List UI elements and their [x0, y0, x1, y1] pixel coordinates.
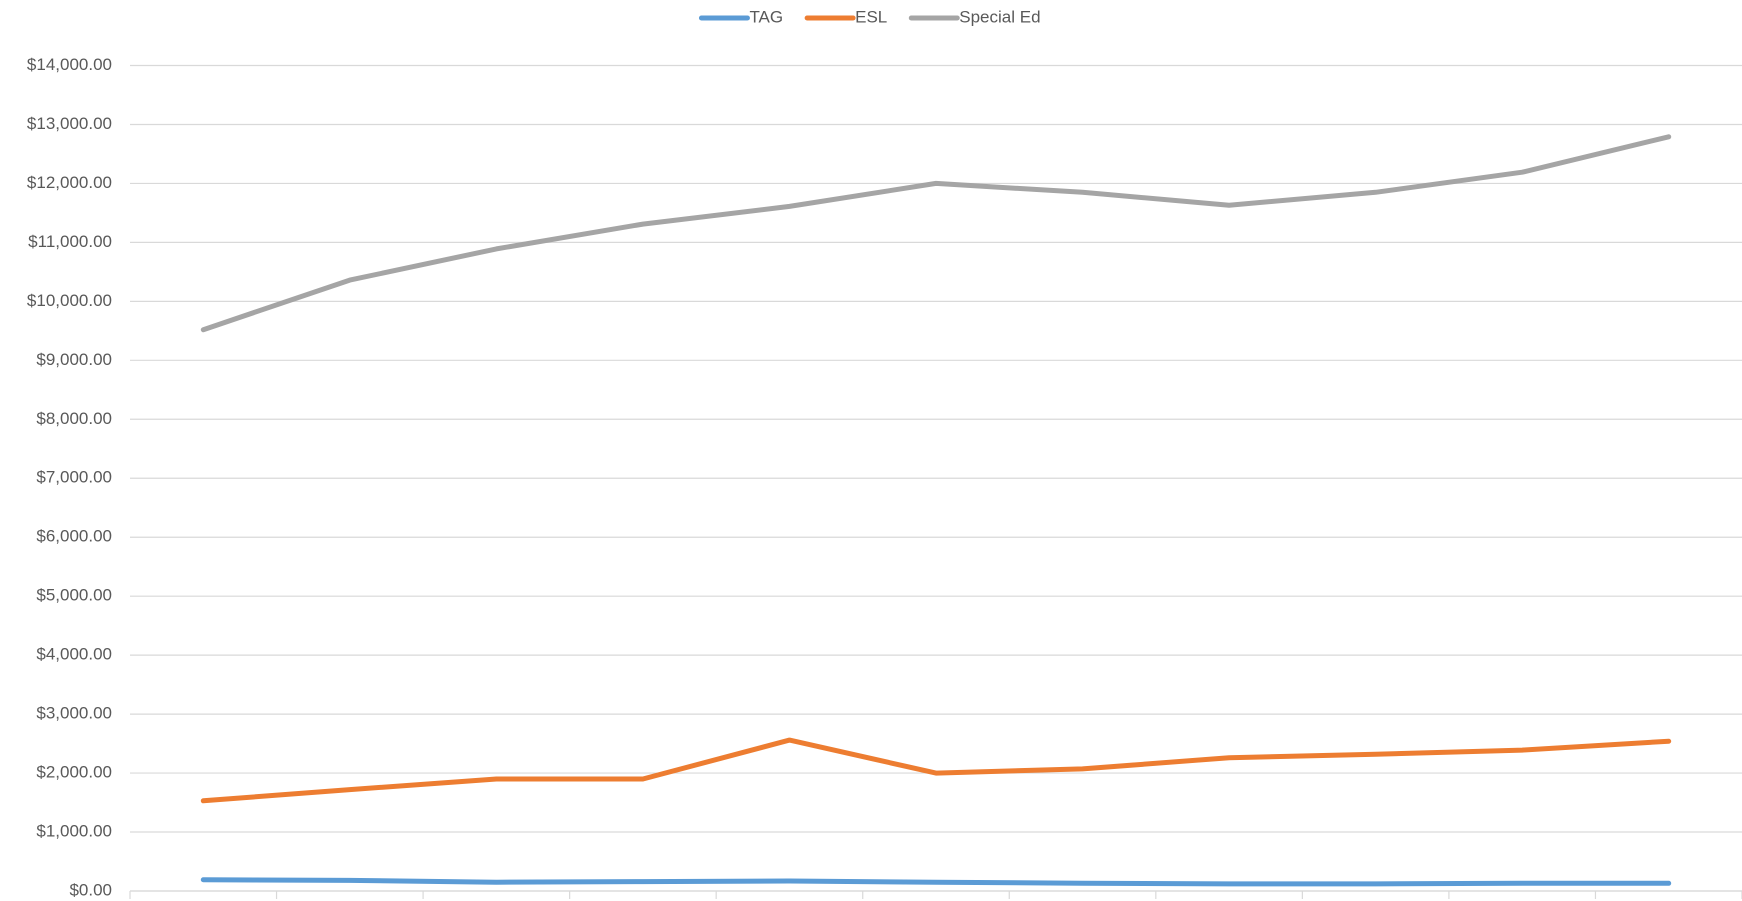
y-tick-label: $9,000.00 — [36, 350, 112, 369]
legend-label: ESL — [855, 7, 887, 26]
grid: $0.00 $1,000.00 $2,000.00 $3,000.00 $4,000.0… — [27, 55, 1742, 899]
plot-lines — [200, 134, 1672, 887]
y-tick-label: $10,000.00 — [27, 291, 112, 310]
y-tick-label: $4,000.00 — [36, 645, 112, 664]
y-tick-label: $0.00 — [69, 880, 112, 899]
y-tick-label: $8,000.00 — [36, 409, 112, 428]
y-tick-label: $7,000.00 — [36, 468, 112, 487]
y-tick-label: $1,000.00 — [36, 822, 112, 841]
series-line — [200, 877, 1672, 887]
y-tick-label: $14,000.00 — [27, 55, 112, 74]
y-tick-label: $12,000.00 — [27, 173, 112, 192]
y-tick-label: $6,000.00 — [36, 527, 112, 546]
legend: TAG ESL Special Ed — [698, 7, 1041, 26]
y-tick-label: $3,000.00 — [36, 704, 112, 723]
legend-label: Special Ed — [959, 7, 1040, 26]
series-line — [200, 134, 1672, 333]
y-tick-label: $2,000.00 — [36, 763, 112, 782]
y-tick-label: $5,000.00 — [36, 586, 112, 605]
series-line — [200, 737, 1672, 804]
y-tick-label: $11,000.00 — [28, 232, 112, 251]
legend-label: TAG — [749, 7, 783, 26]
y-tick-label: $13,000.00 — [27, 114, 112, 133]
